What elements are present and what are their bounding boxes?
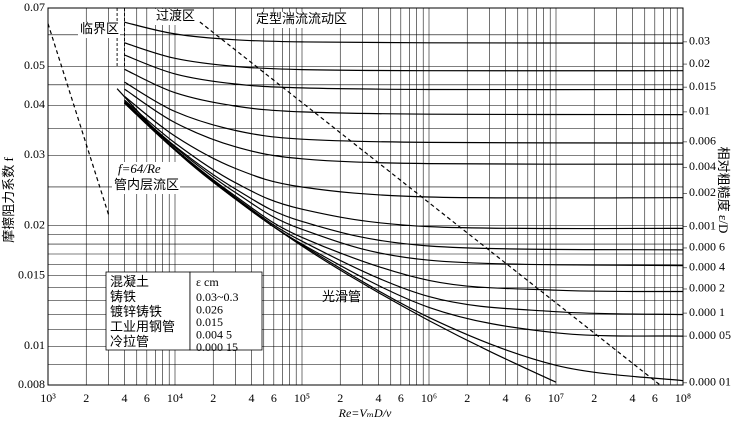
friction-curve (124, 95, 684, 199)
x-tick-label: 6 (652, 391, 658, 405)
x-tick-label: 4 (248, 391, 254, 405)
y2-axis-title: 相对粗糙度 ε/D (716, 147, 731, 234)
x-tick-label: 2 (591, 391, 597, 405)
y2-tick-label: 0.000 01 (689, 375, 731, 389)
friction-curve (124, 102, 684, 293)
x-tick-label: 2 (83, 391, 89, 405)
table-roughness: 0.026 (196, 302, 223, 316)
table-box (105, 271, 191, 351)
y2-tick-label: 0.000 2 (689, 281, 725, 295)
x-tick-label: 2 (210, 391, 216, 405)
x-tick-label: 10⁸ (675, 391, 691, 405)
y2-tick-label: 0.000 05 (689, 328, 731, 342)
x-tick-label: 6 (271, 391, 277, 405)
friction-curve (124, 101, 684, 267)
y2-tick-label: 0.015 (689, 79, 716, 93)
friction-curve (124, 54, 684, 91)
friction-curve (124, 100, 684, 251)
x-tick-label: 4 (121, 391, 127, 405)
label-bg (254, 12, 350, 28)
label-bg (78, 22, 120, 38)
table-roughness: 0.015 (196, 315, 223, 329)
x-tick-label: 10⁷ (548, 391, 564, 405)
annotation: 临界区 (80, 21, 119, 36)
table-material: 铸铁 (110, 289, 136, 304)
label-bg (114, 162, 176, 178)
friction-curve (124, 81, 684, 144)
label-bg (112, 178, 180, 194)
boundary-line (199, 21, 661, 386)
x-tick-label: 10⁴ (167, 391, 183, 405)
friction-curve (116, 88, 557, 383)
y-tick-label: 0.07 (24, 0, 45, 14)
friction-curve (124, 99, 684, 230)
x-tick-label: 2 (337, 391, 343, 405)
table-material: 镀锌铸铁 (110, 304, 162, 319)
x-tick-label: 10³ (40, 391, 56, 405)
annotation: 过渡区 (156, 8, 195, 23)
y-tick-label: 0.015 (18, 267, 45, 281)
annotation: f=64/Re (118, 161, 161, 176)
y2-tick-label: 0.000 6 (689, 240, 725, 254)
x-tick-label: 6 (525, 391, 531, 405)
friction-curve (124, 42, 684, 72)
y2-tick-label: 0.02 (689, 56, 710, 70)
boundary-line (47, 23, 110, 215)
y2-tick-label: 0.01 (689, 104, 710, 118)
curve-label: 光滑管 (322, 289, 361, 304)
annotation: 管内层流区 (114, 177, 179, 192)
table-roughness: 0.004 5 (196, 327, 232, 341)
y-tick-label: 0.01 (24, 338, 45, 352)
y-tick-label: 0.05 (24, 58, 45, 72)
y2-tick-label: 0.03 (689, 34, 710, 48)
friction-curve (124, 68, 684, 116)
x-tick-label: 6 (144, 391, 150, 405)
table-roughness: 0.000 15 (196, 340, 238, 354)
y-axis-title: 摩擦阻力系数 f (1, 157, 16, 243)
x-tick-label: 2 (464, 391, 470, 405)
y2-tick-label: 0.000 1 (689, 305, 725, 319)
x-tick-label: 4 (629, 391, 635, 405)
table-material: 工业用钢管 (110, 319, 175, 334)
table-material: 混凝土 (110, 274, 149, 289)
annotation: 定型湍流流动区 (256, 11, 347, 26)
y2-tick-label: 0.006 (689, 134, 716, 148)
y-tick-label: 0.03 (24, 147, 45, 161)
table-roughness: 0.03~0.3 (196, 290, 239, 304)
y-tick-label: 0.04 (24, 97, 45, 111)
x-tick-label: 10⁵ (294, 391, 310, 405)
table-material: 冷拉管 (110, 334, 149, 349)
label-bg (154, 9, 196, 25)
friction-curve (124, 88, 684, 165)
table-header: ε cm (196, 275, 219, 289)
x-axis-title: Re=VₘD/ν (338, 406, 392, 420)
y2-tick-label: 0.002 (689, 185, 716, 199)
friction-curve (124, 21, 684, 44)
y2-tick-label: 0.000 4 (689, 260, 725, 274)
y-tick-label: 0.008 (18, 377, 45, 391)
x-tick-label: 4 (375, 391, 381, 405)
y2-tick-label: 0.004 (689, 159, 716, 173)
x-tick-label: 4 (502, 391, 508, 405)
table-box (189, 271, 263, 351)
plot-frame (47, 7, 684, 386)
y-tick-label: 0.02 (24, 217, 45, 231)
x-tick-label: 10⁶ (421, 391, 437, 405)
x-tick-label: 6 (398, 391, 404, 405)
y2-tick-label: 0.001 (689, 218, 716, 232)
